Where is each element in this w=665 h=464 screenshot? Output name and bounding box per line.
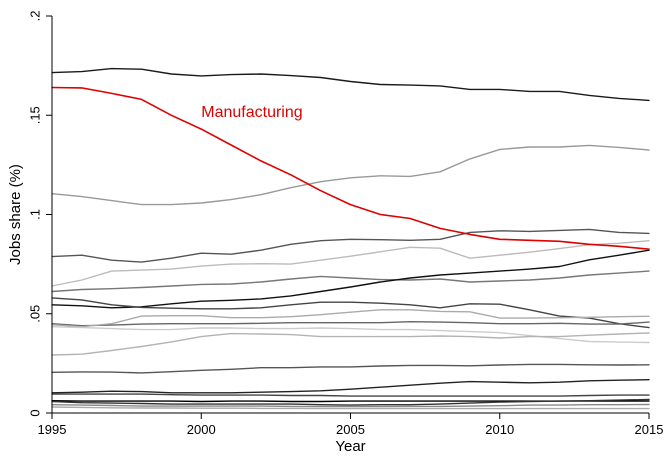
series-line: [51, 406, 650, 410]
y-tick-label: .15: [27, 106, 42, 124]
series-line: [51, 379, 650, 394]
series-line: [51, 240, 650, 287]
series-layer: [51, 67, 650, 410]
x-tick-label: 2015: [635, 422, 664, 437]
series-line: [51, 363, 650, 374]
x-tick-label: 2010: [485, 422, 514, 437]
y-axis-title: Jobs share (%): [7, 164, 24, 265]
y-tick-label: 0: [27, 409, 42, 416]
series-line: [51, 332, 650, 356]
series-line: [51, 326, 650, 344]
series-line: [51, 144, 650, 206]
series-line: [51, 270, 650, 293]
annotations: Manufacturing: [201, 104, 302, 121]
series-line: [51, 393, 650, 397]
series-line: [51, 249, 650, 309]
series-line: [51, 403, 650, 408]
series-line: [51, 297, 650, 329]
y-ticks: 0 .05 .1 .15 .2: [27, 11, 52, 417]
y-tick-label: .2: [27, 11, 42, 22]
y-tick-label: .05: [27, 305, 42, 323]
series-line: [51, 67, 650, 102]
x-ticks: 1995 2000 2005 2010 2015: [38, 413, 664, 437]
x-tick-label: 1995: [38, 422, 67, 437]
y-tick-label: .1: [27, 209, 42, 220]
series-line: [51, 309, 650, 328]
series-line: [51, 398, 650, 406]
axes: 0 .05 .1 .15 .2 1995 2000 2005 2010 2015: [27, 11, 663, 437]
annotation-label: Manufacturing: [201, 104, 302, 121]
x-tick-label: 2000: [187, 422, 216, 437]
series-line: [51, 228, 650, 263]
x-axis-title: Year: [335, 438, 365, 455]
x-tick-label: 2005: [336, 422, 365, 437]
series-line: [51, 321, 650, 327]
series-line: [51, 86, 650, 250]
